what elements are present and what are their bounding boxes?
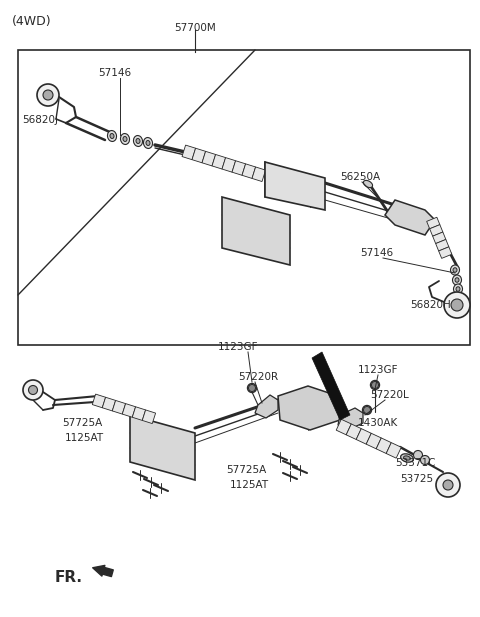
Polygon shape	[430, 225, 443, 236]
Polygon shape	[356, 429, 371, 444]
Polygon shape	[132, 407, 145, 420]
Text: 57700M: 57700M	[174, 23, 216, 33]
Ellipse shape	[362, 405, 372, 415]
Ellipse shape	[120, 133, 130, 144]
Text: FR.: FR.	[55, 570, 83, 585]
Text: 57725A: 57725A	[226, 465, 266, 475]
Text: 57220R: 57220R	[238, 372, 278, 382]
Ellipse shape	[108, 131, 117, 141]
Circle shape	[37, 84, 59, 106]
Text: 1125AT: 1125AT	[65, 433, 104, 443]
Ellipse shape	[451, 265, 459, 275]
Circle shape	[372, 381, 379, 389]
Text: 57725A: 57725A	[62, 418, 102, 428]
Text: 53725: 53725	[400, 474, 433, 484]
Ellipse shape	[413, 450, 422, 460]
Ellipse shape	[123, 136, 127, 141]
Polygon shape	[92, 394, 106, 408]
Polygon shape	[102, 397, 116, 411]
Circle shape	[444, 292, 470, 318]
Polygon shape	[427, 217, 440, 229]
Ellipse shape	[453, 268, 457, 272]
Ellipse shape	[420, 455, 430, 465]
Ellipse shape	[133, 136, 143, 146]
Circle shape	[43, 90, 53, 100]
Polygon shape	[386, 442, 401, 458]
Ellipse shape	[371, 381, 380, 389]
Polygon shape	[222, 157, 236, 172]
Ellipse shape	[454, 284, 463, 294]
Polygon shape	[336, 420, 351, 435]
Ellipse shape	[404, 456, 410, 460]
Polygon shape	[112, 400, 126, 414]
Polygon shape	[242, 164, 255, 178]
Polygon shape	[142, 410, 156, 424]
Polygon shape	[212, 154, 226, 169]
Text: 56250A: 56250A	[340, 172, 380, 182]
Ellipse shape	[248, 384, 256, 392]
Polygon shape	[265, 162, 325, 210]
Circle shape	[23, 380, 43, 400]
Circle shape	[28, 386, 37, 394]
Polygon shape	[439, 247, 452, 259]
FancyArrowPatch shape	[93, 565, 113, 577]
Polygon shape	[252, 167, 265, 181]
Text: 53371C: 53371C	[395, 458, 435, 468]
Text: 1125AT: 1125AT	[230, 480, 269, 490]
Polygon shape	[202, 151, 216, 166]
Text: 1123GF: 1123GF	[218, 342, 259, 352]
Polygon shape	[182, 145, 195, 160]
Polygon shape	[192, 148, 205, 163]
Polygon shape	[338, 408, 363, 430]
Ellipse shape	[136, 138, 140, 144]
Polygon shape	[366, 433, 381, 449]
Polygon shape	[432, 232, 446, 244]
Text: 57220L: 57220L	[370, 390, 409, 400]
Circle shape	[451, 299, 463, 311]
Ellipse shape	[453, 275, 461, 285]
Text: (4WD): (4WD)	[12, 15, 52, 28]
Ellipse shape	[455, 278, 459, 282]
Circle shape	[363, 407, 371, 413]
Polygon shape	[312, 352, 350, 420]
Polygon shape	[278, 386, 340, 430]
Circle shape	[443, 480, 453, 490]
Ellipse shape	[363, 180, 372, 188]
Polygon shape	[346, 424, 361, 439]
Polygon shape	[130, 415, 195, 480]
Bar	[18, 50, 470, 345]
Text: 57146: 57146	[360, 248, 393, 258]
Polygon shape	[122, 404, 136, 417]
Ellipse shape	[110, 133, 114, 138]
Text: 56820H: 56820H	[410, 300, 451, 310]
Circle shape	[249, 384, 255, 392]
Text: 1123GF: 1123GF	[358, 365, 398, 375]
Polygon shape	[255, 395, 278, 418]
Text: 1430AK: 1430AK	[358, 418, 398, 428]
Ellipse shape	[456, 287, 460, 291]
Polygon shape	[376, 438, 391, 453]
Ellipse shape	[401, 453, 413, 462]
Polygon shape	[222, 197, 290, 265]
Polygon shape	[232, 160, 246, 175]
Text: 56820J: 56820J	[22, 115, 58, 125]
Text: 57146: 57146	[98, 68, 131, 78]
Polygon shape	[385, 200, 435, 235]
Ellipse shape	[144, 138, 153, 149]
Ellipse shape	[146, 141, 150, 146]
Circle shape	[436, 473, 460, 497]
Polygon shape	[436, 239, 449, 251]
